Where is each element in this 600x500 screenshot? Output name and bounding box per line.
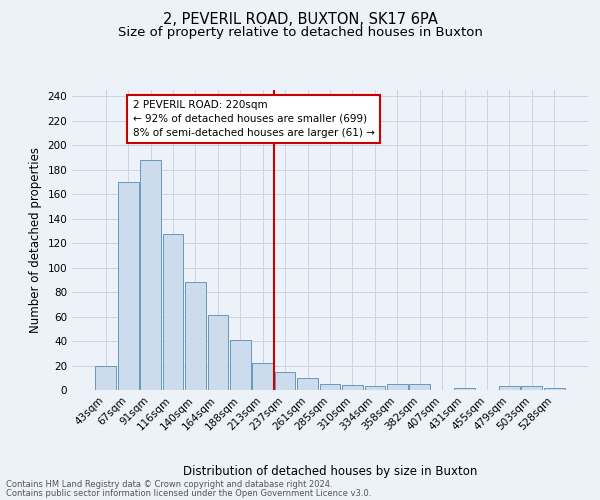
Bar [185,282,206,390]
Text: Contains HM Land Registry data © Crown copyright and database right 2024.: Contains HM Land Registry data © Crown c… [6,480,332,489]
Bar [253,363,273,390]
Bar [499,386,520,390]
Bar [454,388,475,390]
Bar [320,384,340,390]
Text: 2 PEVERIL ROAD: 220sqm
← 92% of detached houses are smaller (699)
8% of semi-det: 2 PEVERIL ROAD: 220sqm ← 92% of detached… [133,100,374,138]
Text: Distribution of detached houses by size in Buxton: Distribution of detached houses by size … [183,464,477,477]
Bar [275,372,295,390]
Bar [409,384,430,390]
Bar [230,340,251,390]
Bar [208,316,228,390]
Bar [365,386,385,390]
Text: 2, PEVERIL ROAD, BUXTON, SK17 6PA: 2, PEVERIL ROAD, BUXTON, SK17 6PA [163,12,437,28]
Text: Contains public sector information licensed under the Open Government Licence v3: Contains public sector information licen… [6,488,371,498]
Bar [140,160,161,390]
Bar [521,386,542,390]
Bar [387,384,407,390]
Bar [118,182,139,390]
Y-axis label: Number of detached properties: Number of detached properties [29,147,42,333]
Bar [544,388,565,390]
Bar [342,385,363,390]
Bar [163,234,184,390]
Bar [95,366,116,390]
Text: Size of property relative to detached houses in Buxton: Size of property relative to detached ho… [118,26,482,39]
Bar [297,378,318,390]
